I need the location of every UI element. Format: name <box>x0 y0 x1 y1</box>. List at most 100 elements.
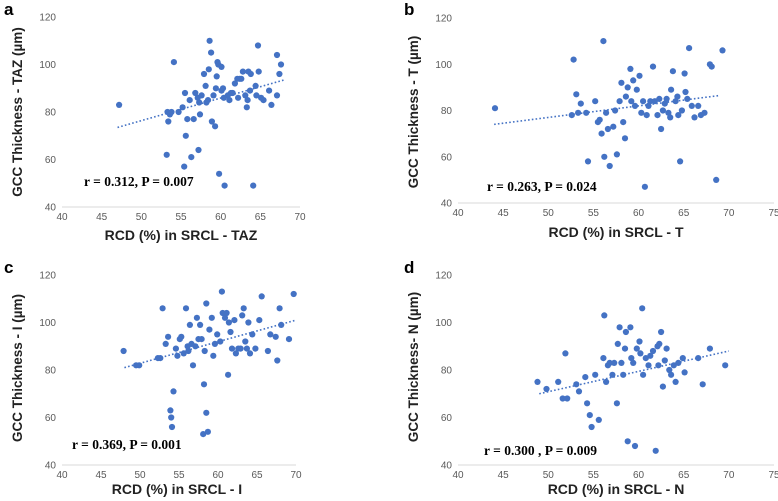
y-tick-label: 120 <box>435 271 452 282</box>
data-point <box>170 59 177 66</box>
data-point <box>223 309 230 317</box>
y-tick-label: 40 <box>441 199 453 210</box>
data-point <box>208 49 215 56</box>
data-point <box>200 381 208 388</box>
data-point <box>186 321 193 328</box>
data-point <box>170 388 177 395</box>
data-point <box>643 112 650 119</box>
data-point <box>586 412 593 419</box>
data-point <box>238 75 245 82</box>
data-point <box>203 409 210 416</box>
data-point <box>677 158 684 165</box>
data-point <box>247 70 254 78</box>
data-point <box>658 328 665 336</box>
data-point <box>221 182 228 189</box>
data-point <box>656 340 663 347</box>
x-tick-label: 55 <box>588 208 600 219</box>
data-point <box>219 85 227 92</box>
x-tick-label: 60 <box>212 470 224 481</box>
data-point <box>681 369 688 376</box>
data-point <box>196 111 204 118</box>
data-point <box>182 305 190 312</box>
data-point <box>184 116 191 123</box>
data-point <box>225 319 232 326</box>
data-point <box>667 114 674 121</box>
data-point <box>181 89 189 97</box>
data-point <box>584 158 592 165</box>
data-point <box>253 92 260 99</box>
data-point <box>640 98 647 105</box>
panel-label: c <box>4 258 13 277</box>
data-point <box>559 395 566 402</box>
data-point <box>682 88 689 96</box>
data-point <box>211 340 218 347</box>
data-point <box>116 101 123 108</box>
panel-label: d <box>404 258 414 277</box>
data-point <box>228 345 236 352</box>
y-tick-label: 100 <box>39 318 56 329</box>
data-point <box>628 355 635 362</box>
data-point <box>636 72 643 79</box>
data-point <box>225 371 232 378</box>
data-point <box>252 82 259 89</box>
y-axis-title: GCC Thickness - T (µm) <box>406 36 421 189</box>
data-point <box>582 374 589 381</box>
data-point <box>190 116 197 123</box>
data-point <box>260 97 267 104</box>
data-point <box>245 319 252 326</box>
data-point <box>659 107 667 114</box>
data-point <box>592 98 599 105</box>
data-point <box>216 170 223 177</box>
data-point <box>157 355 164 362</box>
data-point <box>212 123 219 130</box>
data-point <box>204 97 212 104</box>
data-point <box>719 47 726 54</box>
data-point <box>622 328 630 336</box>
data-point <box>264 347 271 355</box>
data-point <box>231 80 238 87</box>
data-point <box>242 92 249 99</box>
x-tick-label: 40 <box>452 208 464 219</box>
data-point <box>274 357 281 364</box>
y-tick-label: 40 <box>45 461 57 472</box>
data-point <box>564 395 571 402</box>
data-point <box>706 345 714 352</box>
data-point <box>666 366 673 374</box>
y-tick-label: 80 <box>441 106 453 117</box>
x-tick-label: 70 <box>290 470 302 481</box>
data-point <box>200 431 207 438</box>
data-point <box>206 326 213 333</box>
data-point <box>620 119 627 126</box>
data-point <box>543 385 550 393</box>
data-point <box>182 132 189 139</box>
data-point <box>227 328 234 336</box>
data-point <box>655 362 662 369</box>
panel-d: 40 60 80 100 120 40 45 50 55 60 65 70 75 d GCC Thickne… <box>404 258 778 497</box>
data-point <box>254 42 262 49</box>
data-point <box>600 355 607 362</box>
x-tick-label: 60 <box>215 212 227 223</box>
data-point <box>218 288 225 295</box>
data-point <box>189 362 197 369</box>
data-point <box>695 102 702 109</box>
data-point <box>210 92 217 99</box>
data-point <box>616 324 623 331</box>
data-point <box>212 85 219 92</box>
panel-label: a <box>4 0 14 19</box>
data-point <box>613 151 621 158</box>
data-point <box>203 300 210 307</box>
y-tick-label: 60 <box>45 155 57 166</box>
data-point <box>249 331 256 338</box>
data-point <box>192 89 199 97</box>
data-point <box>654 112 661 119</box>
data-point <box>610 123 617 130</box>
data-point <box>276 70 283 78</box>
data-point <box>649 63 657 70</box>
data-point <box>568 112 575 119</box>
data-point <box>555 378 562 385</box>
data-point <box>645 102 652 109</box>
x-tick-label: 40 <box>452 470 464 481</box>
data-point <box>603 378 610 385</box>
data-point <box>575 388 583 395</box>
data-point <box>661 100 668 107</box>
